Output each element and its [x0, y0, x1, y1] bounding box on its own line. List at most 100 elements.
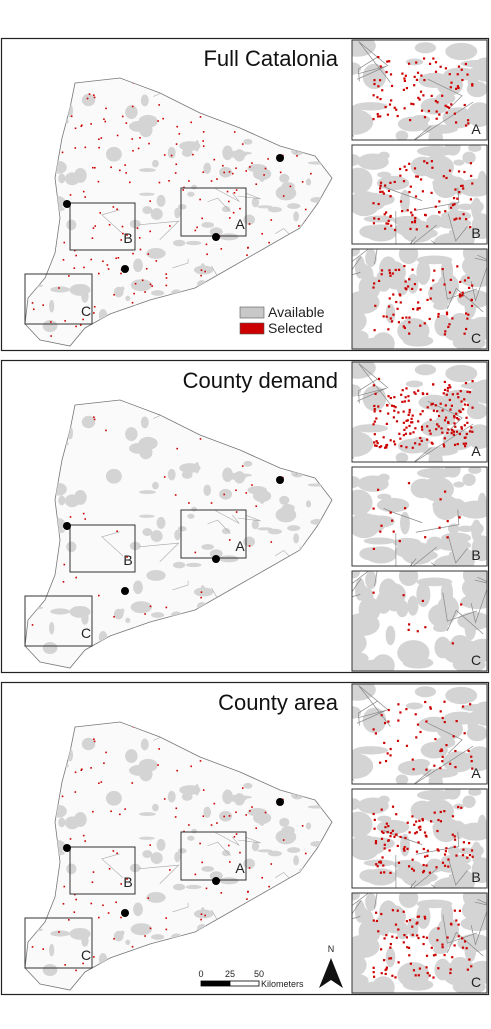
- selected-site: [133, 293, 135, 295]
- available-area: [219, 877, 238, 884]
- selected-site: [93, 738, 95, 740]
- available-area: [129, 443, 149, 454]
- selected-site: [450, 279, 452, 281]
- selected-site: [397, 845, 399, 847]
- selected-site: [426, 955, 428, 957]
- available-area: [258, 527, 273, 530]
- selected-site: [411, 418, 413, 420]
- selected-site: [462, 849, 464, 851]
- selected-site: [32, 946, 34, 948]
- selected-site: [390, 99, 392, 101]
- selected-site: [444, 721, 446, 723]
- selected-site: [298, 225, 300, 227]
- selected-site: [245, 492, 247, 494]
- selected-site: [405, 75, 407, 77]
- selected-site: [70, 194, 72, 196]
- selected-site: [465, 328, 467, 330]
- selected-site: [430, 403, 432, 405]
- selected-site: [422, 392, 424, 394]
- selected-site: [375, 732, 377, 734]
- selected-site: [158, 748, 160, 750]
- selected-site: [408, 629, 410, 631]
- box-label: A: [235, 860, 245, 876]
- selected-site: [438, 113, 440, 115]
- selected-site: [389, 275, 391, 277]
- available-area: [201, 222, 214, 228]
- selected-site: [399, 540, 401, 542]
- available-area: [81, 613, 88, 625]
- selected-site: [270, 219, 272, 221]
- selected-site: [440, 710, 442, 712]
- available-area: [453, 481, 464, 487]
- selected-site: [436, 830, 438, 832]
- selected-site: [404, 166, 406, 168]
- selected-site: [390, 73, 392, 75]
- selected-site: [116, 530, 118, 532]
- selected-site: [445, 850, 447, 852]
- selected-site: [455, 88, 457, 90]
- selected-site: [164, 798, 166, 800]
- selected-site: [124, 164, 126, 166]
- selected-site: [380, 182, 382, 184]
- selected-site: [232, 173, 234, 175]
- selected-site: [465, 382, 467, 384]
- selected-site: [392, 314, 394, 316]
- selected-site: [373, 967, 375, 969]
- selected-site: [98, 595, 100, 597]
- selected-site: [396, 937, 398, 939]
- available-area: [186, 563, 202, 567]
- selected-site: [444, 330, 446, 332]
- selected-site: [444, 491, 446, 493]
- available-area: [114, 931, 124, 942]
- selected-site: [372, 508, 374, 510]
- selected-site: [419, 826, 421, 828]
- selected-site: [453, 416, 455, 418]
- available-area: [139, 812, 156, 816]
- selected-site: [211, 180, 213, 182]
- selected-site: [296, 155, 298, 157]
- selected-site: [454, 910, 456, 912]
- available-area: [243, 461, 252, 467]
- selected-site: [175, 816, 177, 818]
- selected-site: [390, 832, 392, 834]
- available-area: [365, 249, 377, 267]
- selected-site: [204, 271, 206, 273]
- available-area: [279, 818, 289, 827]
- selected-site: [63, 581, 65, 583]
- selected-site: [464, 437, 466, 439]
- selected-site: [471, 182, 473, 184]
- selected-site: [425, 720, 427, 722]
- available-area: [173, 240, 185, 247]
- selected-site: [387, 223, 389, 225]
- selected-site: [410, 963, 412, 965]
- selected-site: [235, 811, 237, 813]
- selected-site: [467, 969, 469, 971]
- selected-site: [441, 95, 443, 97]
- selected-site: [206, 253, 208, 255]
- selected-site: [408, 482, 410, 484]
- selected-site: [414, 219, 416, 221]
- selected-site: [411, 926, 413, 928]
- selected-site: [389, 182, 391, 184]
- selected-site: [378, 280, 380, 282]
- selected-site: [415, 974, 417, 976]
- selected-site: [373, 405, 375, 407]
- selected-site: [283, 195, 285, 197]
- selected-site: [132, 946, 134, 948]
- selected-site: [417, 307, 419, 309]
- selected-site: [404, 80, 406, 82]
- scale-tick-label: 0: [198, 969, 203, 979]
- selected-site: [465, 124, 467, 126]
- available-area: [406, 381, 423, 388]
- selected-site: [147, 253, 149, 255]
- selected-site: [424, 917, 426, 919]
- selected-site: [468, 958, 470, 960]
- available-area: [432, 176, 466, 190]
- selected-site: [201, 269, 203, 271]
- selected-site: [393, 440, 395, 442]
- selected-site: [438, 211, 440, 213]
- city-marker: [63, 522, 71, 530]
- selected-site: [417, 630, 419, 632]
- selected-site: [448, 107, 450, 109]
- selected-site: [442, 717, 444, 719]
